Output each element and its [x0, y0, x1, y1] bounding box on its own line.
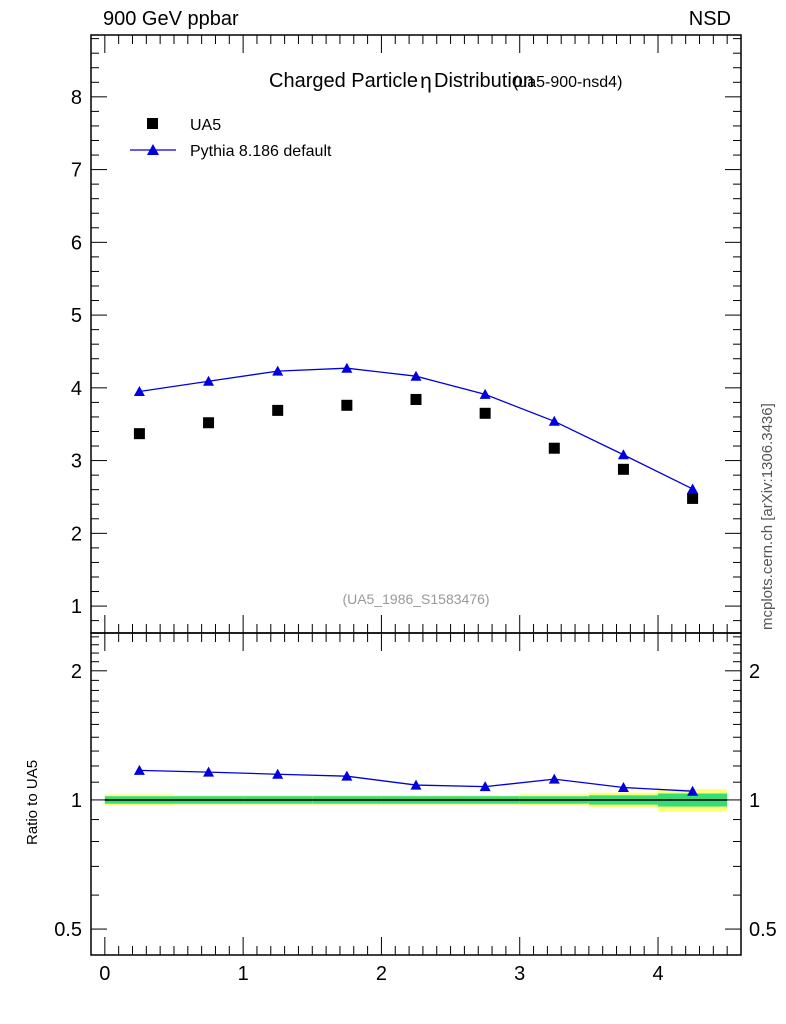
legend-pythia-marker — [147, 144, 159, 155]
ratio-y-tick-label-right: 1 — [749, 790, 760, 812]
chart-title-symbol: η — [420, 70, 432, 93]
header-right-label: NSD — [688, 8, 731, 30]
ratio-y-tick-label-right: 0.5 — [749, 919, 777, 941]
ratio-pythia-point — [687, 785, 699, 796]
ratio-pythia-point — [479, 781, 491, 792]
ua5-data-point — [687, 492, 699, 504]
ratio-pythia-point — [341, 770, 353, 781]
ua5-data-point — [479, 407, 491, 419]
x-tick-label: 0 — [99, 963, 110, 985]
ratio-y-tick-label: 1 — [71, 790, 82, 812]
analysis-watermark: (UA5_1986_S1583476) — [342, 591, 489, 607]
ua5-data-point — [203, 417, 215, 429]
ua5-data-point — [617, 463, 629, 475]
ua5-data-point — [272, 404, 284, 416]
main-y-tick-label: 7 — [71, 160, 82, 182]
main-y-tick-label: 5 — [71, 305, 82, 327]
ratio-y-tick-label: 0.5 — [54, 919, 82, 941]
ratio-pythia-point — [617, 782, 629, 793]
pythia-data-point — [479, 388, 491, 399]
x-tick-label: 1 — [238, 963, 249, 985]
ratio-y-tick-label: 2 — [71, 661, 82, 683]
pythia-data-point — [617, 449, 629, 460]
pythia-data-point — [203, 375, 215, 386]
main-y-tick-label: 2 — [71, 523, 82, 545]
ua5-data-point — [341, 399, 353, 411]
pythia-series-line — [139, 367, 693, 490]
chart-title: Charged Particle — [269, 70, 418, 92]
pythia-data-point — [548, 415, 560, 426]
pythia-data-point — [687, 483, 699, 494]
ratio-pythia-point — [272, 768, 284, 779]
header-left-label: 900 GeV ppbar — [103, 8, 239, 30]
ratio-pythia-point — [410, 779, 422, 790]
main-y-tick-label: 8 — [71, 87, 82, 109]
ratio-pythia-point — [548, 773, 560, 784]
legend-ua5-marker — [147, 118, 158, 129]
ratio-plot-frame — [90, 632, 742, 956]
main-plot-frame — [90, 34, 742, 634]
main-y-tick-label: 4 — [71, 378, 82, 400]
ratio-pythia-point — [133, 764, 145, 775]
main-y-tick-label: 3 — [71, 451, 82, 473]
ratio-y-tick-label-right: 2 — [749, 661, 760, 683]
legend-pythia-label: Pythia 8.186 default — [190, 143, 332, 160]
chart-title-rest: Distribution — [434, 70, 534, 92]
x-tick-label: 2 — [376, 963, 387, 985]
pythia-data-point — [133, 385, 145, 396]
ua5-data-point — [410, 393, 422, 405]
pythia-data-point — [341, 362, 353, 373]
x-tick-label: 4 — [652, 963, 663, 985]
chart-title-tag: (ua5-900-nsd4) — [513, 74, 622, 91]
pythia-data-point — [410, 370, 422, 381]
main-y-tick-label: 6 — [71, 232, 82, 254]
main-y-tick-label: 1 — [71, 596, 82, 618]
ua5-data-point — [548, 442, 560, 454]
ratio-pythia-point — [203, 766, 215, 777]
legend-ua5-label: UA5 — [190, 117, 221, 134]
ua5-data-point — [133, 428, 145, 440]
x-tick-label: 3 — [514, 963, 525, 985]
pythia-data-point — [272, 365, 284, 376]
